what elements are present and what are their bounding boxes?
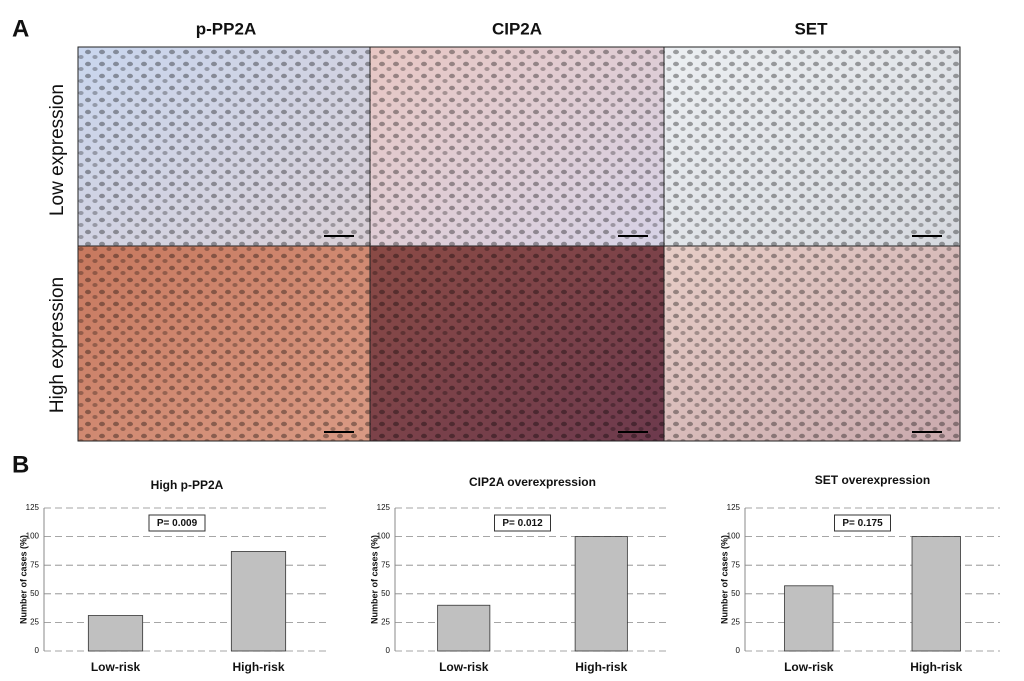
bar (230, 551, 287, 652)
column-title: CIP2A (492, 19, 542, 38)
row-title: Low expression (47, 84, 68, 216)
y-tick-label: 0 (35, 646, 40, 655)
y-tick-label: 75 (381, 560, 390, 569)
y-axis-label: Number of cases (%) (719, 535, 729, 624)
y-tick-label: 125 (26, 503, 40, 512)
x-tick-label: High-risk (910, 660, 962, 674)
chart-title: SET overexpression (815, 473, 930, 487)
panel-label: B (12, 451, 29, 478)
bar (87, 615, 144, 652)
y-tick-label: 50 (731, 589, 740, 598)
image-border (77, 46, 961, 442)
panel-label: A (12, 15, 29, 42)
annotation: P= 0.175 (842, 518, 883, 529)
x-tick-label: Low-risk (91, 660, 141, 674)
x-tick-label: High-risk (575, 660, 627, 674)
y-tick-label: 100 (377, 532, 391, 541)
nuclei-texture (78, 47, 960, 441)
bar (437, 604, 491, 652)
y-tick-label: 25 (30, 618, 39, 627)
y-tick-label: 50 (30, 589, 39, 598)
row-title: High expression (47, 277, 68, 413)
column-title: p-PP2A (196, 19, 256, 38)
y-tick-label: 25 (381, 618, 390, 627)
micrographs (77, 46, 961, 442)
y-tick-label: 75 (30, 560, 39, 569)
bar (784, 585, 834, 652)
annotation-box (494, 514, 551, 532)
x-tick-label: Low-risk (784, 660, 834, 674)
annotation: P= 0.009 (157, 518, 198, 529)
y-tick-label: 125 (377, 503, 391, 512)
y-axis-label: Number of cases (%) (369, 535, 379, 624)
annotation-box (834, 514, 891, 532)
bar (911, 536, 961, 652)
x-tick-label: Low-risk (439, 660, 489, 674)
annotation-box (148, 514, 206, 532)
y-tick-label: 100 (727, 532, 741, 541)
chart-title: CIP2A overexpression (469, 475, 596, 489)
y-tick-label: 75 (731, 560, 740, 569)
column-title: SET (794, 19, 828, 38)
y-tick-label: 0 (736, 646, 741, 655)
y-tick-label: 125 (727, 503, 741, 512)
chart-title: High p-PP2A (151, 478, 224, 492)
x-tick-label: High-risk (232, 660, 284, 674)
y-tick-label: 100 (26, 532, 40, 541)
bar (574, 536, 628, 652)
y-tick-label: 50 (381, 589, 390, 598)
y-tick-label: 0 (386, 646, 391, 655)
y-tick-label: 25 (731, 618, 740, 627)
annotation: P= 0.012 (502, 518, 543, 529)
y-axis-label: Number of cases (%) (18, 535, 28, 624)
